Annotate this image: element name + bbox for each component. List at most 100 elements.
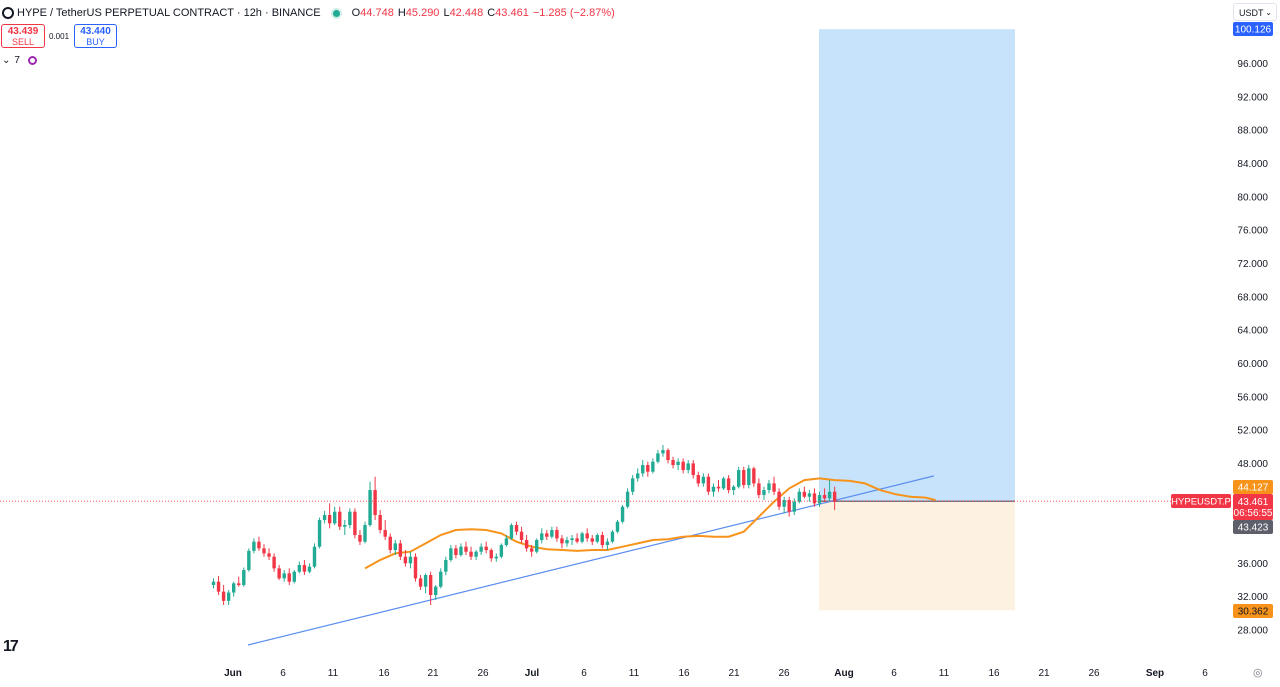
candle-body bbox=[605, 541, 610, 546]
candle bbox=[252, 538, 256, 554]
candle bbox=[211, 578, 216, 589]
candle-body bbox=[353, 511, 357, 536]
candle bbox=[363, 521, 367, 544]
candle-body bbox=[221, 591, 226, 601]
indicators-toggle[interactable]: ⌄ 7 bbox=[2, 55, 37, 66]
candle-body bbox=[797, 491, 801, 502]
candle-body bbox=[413, 556, 418, 579]
candle bbox=[509, 523, 514, 541]
candle bbox=[519, 526, 524, 544]
candle bbox=[691, 460, 695, 479]
moving-average-line bbox=[364, 477, 936, 570]
x-tick-label: 6 bbox=[891, 668, 897, 679]
x-tick-label: 6 bbox=[581, 668, 587, 679]
candle bbox=[267, 548, 271, 561]
tradingview-logo-icon[interactable]: 17 bbox=[3, 638, 19, 655]
candle-body bbox=[802, 491, 807, 497]
candle-body bbox=[767, 483, 771, 491]
close-value: 43.461 bbox=[495, 7, 529, 19]
candle bbox=[565, 536, 569, 547]
candle bbox=[373, 476, 377, 521]
ma-price-tag[interactable]: 43.423 bbox=[1233, 520, 1273, 534]
x-tick-label: 26 bbox=[1088, 668, 1100, 679]
candle-body bbox=[211, 581, 216, 586]
x-tick-label: 6 bbox=[1202, 668, 1208, 679]
candle bbox=[812, 488, 817, 507]
candle-body bbox=[772, 483, 776, 492]
candle bbox=[646, 461, 650, 477]
buy-price: 43.440 bbox=[80, 26, 111, 37]
candle bbox=[721, 476, 726, 491]
x-tick-label: 16 bbox=[988, 668, 1000, 679]
candle bbox=[257, 536, 261, 551]
y-tick-label: 36.000 bbox=[1237, 559, 1268, 570]
candle bbox=[711, 483, 716, 497]
stop-price-tag[interactable]: 30.362 bbox=[1233, 604, 1273, 618]
candle-body bbox=[716, 486, 721, 489]
entry-price-tag[interactable]: 44.127 bbox=[1233, 480, 1273, 494]
candle bbox=[777, 488, 781, 511]
refresh-icon[interactable] bbox=[27, 56, 37, 65]
candle bbox=[484, 541, 488, 554]
candle-body bbox=[232, 583, 236, 593]
y-tick-label: 92.000 bbox=[1237, 92, 1268, 103]
countdown-text: 06:56:55 bbox=[1234, 508, 1273, 519]
target-zone[interactable] bbox=[819, 29, 1015, 502]
candle bbox=[600, 531, 605, 549]
candle bbox=[469, 546, 473, 561]
symbol-logo-icon bbox=[2, 7, 14, 19]
candle bbox=[797, 488, 801, 504]
symbol-title[interactable]: HYPE / TetherUS PERPETUAL CONTRACT · 12h… bbox=[17, 7, 321, 19]
sell-button[interactable]: 43.439 SELL bbox=[1, 24, 45, 48]
candle bbox=[343, 520, 347, 536]
candle bbox=[444, 556, 448, 576]
candle-body bbox=[363, 525, 367, 542]
candle-body bbox=[570, 538, 574, 541]
candle-body bbox=[317, 520, 322, 547]
y-tick-label: 68.000 bbox=[1237, 292, 1268, 303]
candle-body bbox=[651, 461, 655, 472]
last-price-text: 43.461 bbox=[1238, 497, 1269, 508]
open-label: O bbox=[351, 7, 361, 19]
candle-body bbox=[423, 575, 428, 587]
candle bbox=[247, 548, 251, 572]
currency-label: USDT bbox=[1239, 8, 1264, 18]
symbol-tag-bg bbox=[1171, 494, 1231, 508]
candle bbox=[403, 550, 408, 567]
candle-body bbox=[449, 548, 453, 561]
candle bbox=[439, 568, 443, 589]
candle-body bbox=[787, 500, 791, 512]
candle-body bbox=[287, 573, 291, 582]
spread-value: 0.001 bbox=[49, 32, 70, 41]
candle bbox=[666, 448, 670, 464]
stop-zone[interactable] bbox=[819, 501, 1015, 611]
symbol-price-tag[interactable]: HYPEUSDT.P bbox=[1171, 494, 1231, 508]
close-label: C bbox=[487, 7, 496, 19]
buy-button[interactable]: 43.440 BUY bbox=[74, 24, 117, 48]
candle-body bbox=[302, 565, 307, 572]
x-tick-label: 6 bbox=[280, 668, 286, 679]
candle-body bbox=[625, 491, 630, 507]
candle bbox=[524, 535, 529, 552]
candle bbox=[499, 543, 504, 559]
candle-body bbox=[636, 473, 640, 479]
candle bbox=[625, 488, 630, 509]
candle bbox=[671, 456, 675, 469]
candle bbox=[661, 445, 665, 457]
candle bbox=[322, 510, 327, 524]
candle-body bbox=[383, 530, 387, 537]
currency-selector[interactable]: USDT ⌄ bbox=[1233, 3, 1277, 21]
candle bbox=[474, 550, 478, 561]
candle-body bbox=[676, 461, 680, 466]
candle bbox=[216, 575, 221, 596]
target-price-tag[interactable]: 100.126 bbox=[1233, 22, 1273, 36]
low-value: 42.448 bbox=[449, 7, 484, 19]
candle-body bbox=[343, 525, 347, 527]
candle-body bbox=[832, 491, 837, 502]
candle bbox=[772, 476, 776, 496]
entry-price-tag-bg bbox=[1233, 480, 1273, 494]
settings-icon[interactable]: ◎ bbox=[1253, 667, 1263, 679]
candle-body bbox=[585, 533, 589, 539]
